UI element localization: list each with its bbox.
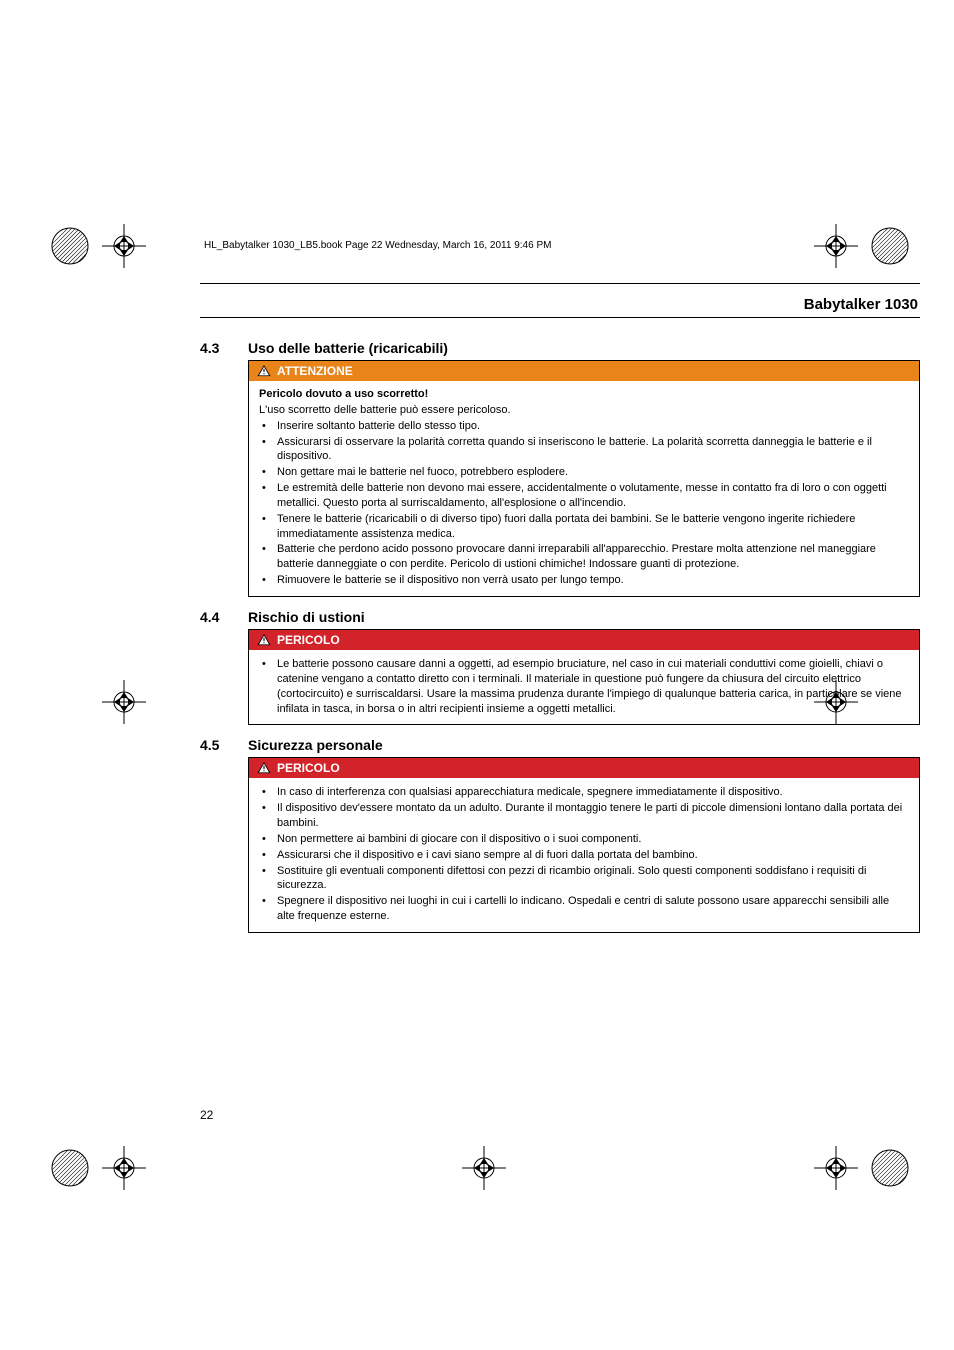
section-number: 4.4 bbox=[200, 609, 248, 625]
warning-triangle-icon bbox=[257, 365, 271, 377]
warning-bullet: Non gettare mai le batterie nel fuoco, p… bbox=[259, 465, 909, 480]
product-title-rule: Babytalker 1030 bbox=[200, 290, 920, 318]
print-registration-mark-icon bbox=[100, 222, 148, 270]
page-number: 22 bbox=[200, 1108, 213, 1122]
warning-triangle-icon bbox=[257, 762, 271, 774]
warning-bullet: Non permettere ai bambini di giocare con… bbox=[259, 832, 909, 847]
warning-triangle-icon bbox=[257, 634, 271, 646]
warning-bullet-list: In caso di interferenza con qualsiasi ap… bbox=[259, 785, 909, 924]
warning-body: Pericolo dovuto a uso scorretto!L'uso sc… bbox=[249, 381, 919, 596]
warning-body: In caso di interferenza con qualsiasi ap… bbox=[249, 778, 919, 932]
print-hatch-mark-icon bbox=[46, 222, 94, 270]
warning-bullet: In caso di interferenza con qualsiasi ap… bbox=[259, 785, 909, 800]
warning-bullet: Inserire soltanto batterie dello stesso … bbox=[259, 419, 909, 434]
warning-box: PERICOLO Le batterie possono causare dann… bbox=[248, 629, 920, 725]
book-file-header: HL_Babytalker 1030_LB5.book Page 22 Wedn… bbox=[200, 240, 920, 251]
warning-bullet: Il dispositivo dev'essere montato da un … bbox=[259, 801, 909, 831]
danger-header: PERICOLO bbox=[249, 630, 919, 650]
section-title: Sicurezza personale bbox=[248, 737, 383, 753]
warning-bullet-list: Inserire soltanto batterie dello stesso … bbox=[259, 419, 909, 588]
sections-container: 4.3Uso delle batterie (ricaricabili) ATTE… bbox=[200, 340, 920, 933]
warning-body: Le batterie possono causare danni a ogge… bbox=[249, 650, 919, 724]
warning-box: ATTENZIONE Pericolo dovuto a uso scorrett… bbox=[248, 360, 920, 597]
print-hatch-mark-icon bbox=[866, 1144, 914, 1192]
document-page: HL_Babytalker 1030_LB5.book Page 22 Wedn… bbox=[200, 240, 920, 933]
warning-bullet: Assicurarsi di osservare la polarità cor… bbox=[259, 435, 909, 465]
product-title: Babytalker 1030 bbox=[200, 290, 920, 317]
print-registration-mark-icon bbox=[100, 1144, 148, 1192]
section-title: Uso delle batterie (ricaricabili) bbox=[248, 340, 448, 356]
warning-box: PERICOLO In caso di interferenza con qual… bbox=[248, 757, 920, 933]
warning-label: ATTENZIONE bbox=[277, 364, 353, 378]
print-hatch-mark-icon bbox=[46, 1144, 94, 1192]
warning-bullet: Rimuovere le batterie se il dispositivo … bbox=[259, 573, 909, 588]
danger-header: PERICOLO bbox=[249, 758, 919, 778]
warning-label: PERICOLO bbox=[277, 761, 340, 775]
section-heading: 4.4Rischio di ustioni bbox=[200, 609, 920, 625]
warning-bullet-list: Le batterie possono causare danni a ogge… bbox=[259, 657, 909, 716]
warning-bullet: Tenere le batterie (ricaricabili o di di… bbox=[259, 512, 909, 542]
warning-bullet: Spegnere il dispositivo nei luoghi in cu… bbox=[259, 894, 909, 924]
warning-bullet: Le batterie possono causare danni a ogge… bbox=[259, 657, 909, 716]
warning-lead-text: L'uso scorretto delle batterie può esser… bbox=[259, 403, 909, 418]
section-number: 4.3 bbox=[200, 340, 248, 356]
section-title: Rischio di ustioni bbox=[248, 609, 365, 625]
warning-label: PERICOLO bbox=[277, 633, 340, 647]
warning-bullet: Assicurarsi che il dispositivo e i cavi … bbox=[259, 848, 909, 863]
section-heading: 4.5Sicurezza personale bbox=[200, 737, 920, 753]
print-registration-mark-icon bbox=[100, 678, 148, 726]
print-registration-mark-icon bbox=[812, 1144, 860, 1192]
warning-bullet: Le estremità delle batterie non devono m… bbox=[259, 481, 909, 511]
attention-header: ATTENZIONE bbox=[249, 361, 919, 381]
section-heading: 4.3Uso delle batterie (ricaricabili) bbox=[200, 340, 920, 356]
print-registration-mark-icon bbox=[460, 1144, 508, 1192]
warning-bullet: Sostituire gli eventuali componenti dife… bbox=[259, 864, 909, 894]
section-number: 4.5 bbox=[200, 737, 248, 753]
warning-bullet: Batterie che perdono acido possono provo… bbox=[259, 542, 909, 572]
book-header-rule: HL_Babytalker 1030_LB5.book Page 22 Wedn… bbox=[200, 240, 920, 284]
warning-lead-bold: Pericolo dovuto a uso scorretto! bbox=[259, 387, 909, 402]
